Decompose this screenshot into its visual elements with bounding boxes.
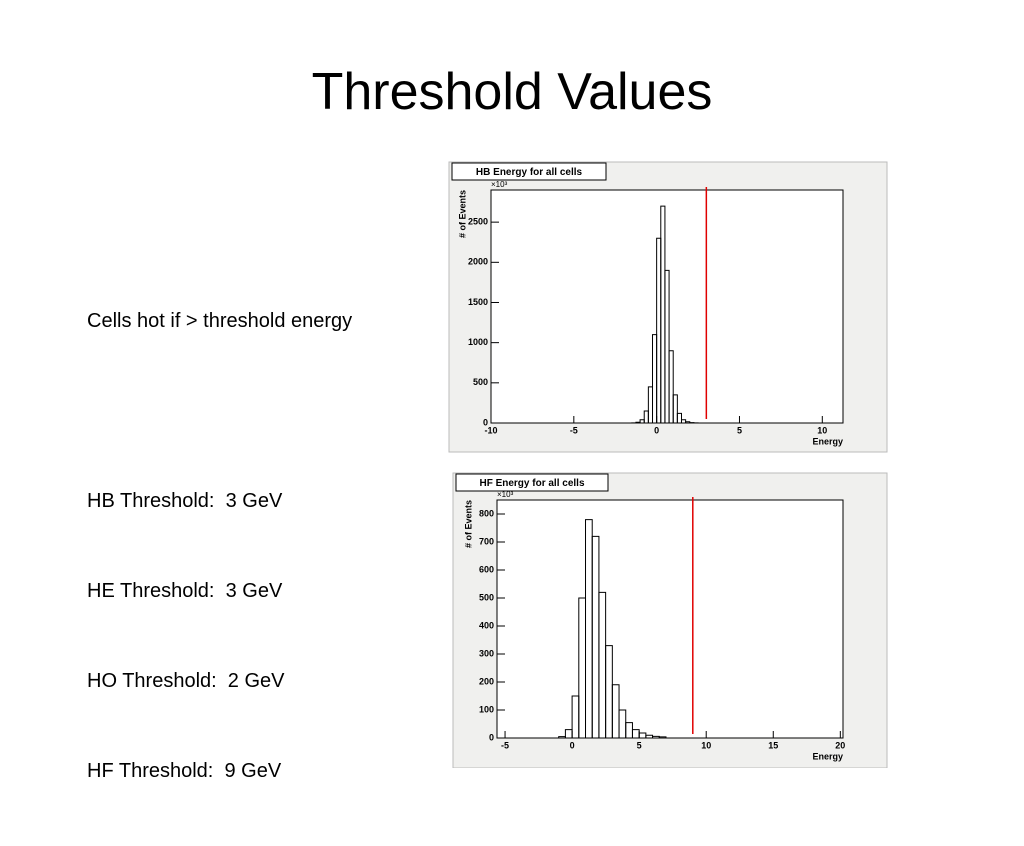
x-tick-label: 5 [737, 425, 742, 435]
y-tick-label: 100 [479, 704, 494, 714]
x-tick-label: 10 [701, 740, 711, 750]
y-multiplier: ×10³ [497, 490, 514, 499]
y-tick-label: 300 [479, 648, 494, 658]
slide: Threshold Values Cells hot if > threshol… [0, 0, 1024, 768]
y-tick-label: 1000 [468, 337, 488, 347]
x-tick-label: -5 [570, 425, 578, 435]
x-tick-label: 5 [637, 740, 642, 750]
y-tick-label: 500 [473, 377, 488, 387]
y-tick-label: 1500 [468, 297, 488, 307]
y-tick-label: 700 [479, 536, 494, 546]
y-tick-label: 200 [479, 676, 494, 686]
x-axis-label: Energy [812, 436, 843, 446]
y-tick-label: 500 [479, 592, 494, 602]
x-tick-label: 20 [835, 740, 845, 750]
y-axis-label: # of Events [457, 190, 467, 238]
x-tick-label: -5 [501, 740, 509, 750]
plot-area [497, 500, 843, 738]
y-axis-label: # of Events [463, 500, 473, 548]
y-tick-label: 600 [479, 564, 494, 574]
x-tick-label: 0 [654, 425, 659, 435]
y-multiplier: ×10³ [491, 180, 508, 189]
y-tick-label: 0 [489, 732, 494, 742]
plot-area [491, 190, 843, 423]
y-tick-label: 0 [483, 417, 488, 427]
y-tick-label: 2500 [468, 217, 488, 227]
x-tick-label: 15 [768, 740, 778, 750]
chart-title: HB Energy for all cells [476, 167, 583, 178]
x-axis-label: Energy [812, 751, 843, 761]
y-tick-label: 800 [479, 508, 494, 518]
y-tick-label: 2000 [468, 257, 488, 267]
chart-title: HF Energy for all cells [479, 478, 584, 489]
y-tick-label: 400 [479, 620, 494, 630]
x-tick-label: 0 [570, 740, 575, 750]
x-tick-label: 10 [817, 425, 827, 435]
